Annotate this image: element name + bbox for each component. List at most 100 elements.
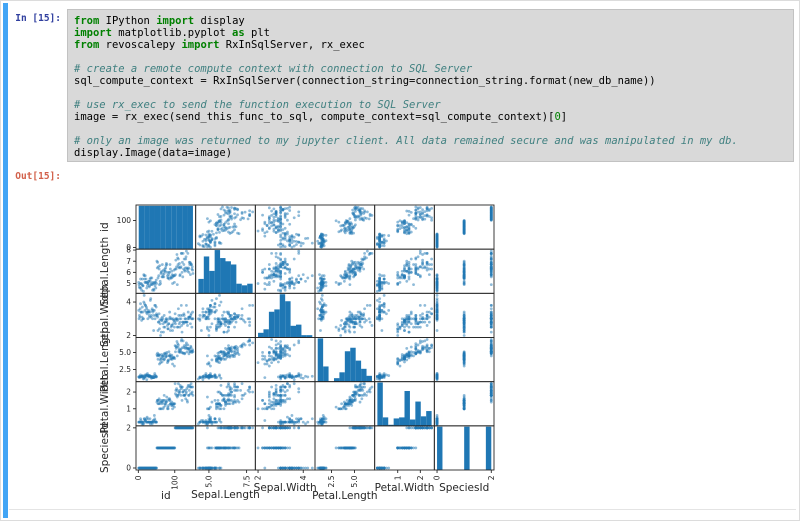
y-axis-label-sepal_width: Sepal.Width [99, 284, 111, 347]
y-tick-label: 6 [126, 268, 131, 277]
hist-bar [203, 256, 210, 294]
code-line: # use rx_exec to send the function execu… [74, 99, 787, 111]
y-axis-label-sepal_length: Sepal.Length [99, 237, 111, 306]
hist-bar [420, 416, 427, 426]
code-token-kw: import [156, 15, 195, 27]
y-tick-label: 2 [126, 388, 131, 397]
x-axis-label-sepal_length: Sepal.Length [191, 489, 260, 501]
y-tick-label: 2.5 [119, 365, 131, 374]
y-axis-label-petal_width: Petal.Width [99, 374, 111, 434]
hist-bar [149, 205, 155, 250]
hist-bar [393, 418, 400, 426]
hist-bar [366, 375, 372, 382]
output-plot: 0 100 0 100 5.0 7.5 5 6 7 8 2 4 2 4 2.5 5.0 2.5 5.0 1 2 1 2 0 2… [96, 191, 511, 511]
y-tick-label: 100 [117, 216, 132, 225]
y-axis-label-petal_length: Petal.Length [99, 327, 111, 392]
code-token-pl: plt [244, 27, 270, 39]
x-tick-label: 100 [170, 475, 179, 490]
hist-bar [263, 329, 269, 338]
hist-bar [154, 205, 161, 250]
scatter-points [137, 205, 493, 470]
hist-bar [404, 390, 410, 426]
diagonal-histograms [138, 205, 492, 470]
code-token-pl: display [194, 15, 245, 27]
x-tick-label: 4 [299, 475, 308, 480]
x-tick-label: 2 [254, 475, 263, 480]
hist-bar [415, 401, 421, 426]
hist-bar [171, 205, 177, 250]
x-axis-label-petal_length: Petal.Length [312, 490, 377, 502]
hist-bar [339, 372, 345, 382]
code-token-kw: from [74, 39, 100, 51]
code-token-cm: # use rx_exec to send the function execu… [74, 99, 441, 111]
y-tick-label: 5 [126, 279, 131, 288]
scatter-matrix-figure: 0 100 0 100 5.0 7.5 5 6 7 8 2 4 2 4 2.5 5.0 2.5 5.0 1 2 1 2 0 2… [99, 204, 496, 502]
y-tick-label: 0 [126, 243, 131, 252]
code-token-cm: # create a remote compute context with c… [74, 63, 473, 75]
hist-bar [176, 205, 183, 250]
hist-bar [290, 325, 297, 338]
hist-bar [350, 347, 356, 382]
code-token-kw: as [232, 27, 245, 39]
code-token-pl: sql_compute_context = RxInSqlServer(conn… [74, 75, 656, 87]
axis-ticks: 0 100 0 100 5.0 7.5 5 6 7 8 2 4 2 4 2.5 5.0 2.5 5.0 1 2 1 2 0 2… [117, 216, 496, 490]
x-tick-label: 5.0 [350, 475, 359, 487]
code-line: sql_compute_context = RxInSqlServer(conn… [74, 75, 787, 87]
x-tick-label: 0 [433, 475, 442, 480]
code-cell-input[interactable]: from IPython import display import matplo… [67, 9, 794, 162]
hist-bar [377, 382, 383, 426]
hist-bar [388, 424, 394, 426]
selected-cell-indicator [3, 3, 8, 518]
x-axis-label-species_id: SpeciesId [439, 482, 489, 494]
hist-bar [333, 378, 340, 382]
hist-bar [268, 311, 275, 338]
hist-bar [144, 205, 150, 250]
hist-bar [464, 426, 470, 470]
code-line: from IPython import display [74, 15, 787, 27]
code-token-kw: from [74, 15, 100, 27]
y-tick-label: 2 [126, 331, 131, 340]
code-token-pl: revoscalepy [99, 39, 182, 51]
y-tick-label: 4 [126, 298, 131, 307]
hist-bar [274, 309, 280, 338]
hist-bar [214, 250, 221, 294]
x-tick-label: 2 [487, 475, 496, 480]
y-tick-label: 1 [126, 404, 131, 413]
hist-bar [236, 283, 242, 294]
x-tick-label: 1 [393, 475, 402, 480]
code-line [74, 123, 787, 135]
x-tick-label: 7.5 [242, 475, 251, 487]
hist-bar [296, 324, 302, 338]
code-line: from revoscalepy import RxInSqlServer, r… [74, 39, 787, 51]
hist-bar [323, 366, 329, 382]
hist-bar [247, 283, 253, 294]
hist-bar [409, 419, 416, 426]
x-axis-label-id: id [161, 490, 171, 502]
code-token-pl: display.Image(data=image) [74, 147, 233, 159]
hist-bar [209, 270, 215, 294]
hist-bar [220, 258, 226, 294]
code-line: display.Image(data=image) [74, 147, 787, 159]
hist-bar [301, 335, 307, 338]
hist-bar [182, 205, 188, 250]
code-token-pl: RxInSqlServer, rx_exec [219, 39, 365, 51]
y-tick-label: 7 [126, 257, 131, 266]
code-token-pl: IPython [99, 15, 157, 27]
output-prompt: Out[15]: [15, 171, 61, 182]
code-token-cm: # only an image was returned to my jupyt… [74, 135, 738, 147]
hist-bar [344, 351, 351, 382]
y-tick-label: 8 [126, 246, 131, 255]
y-tick-label: 0 [126, 464, 131, 473]
axis-labels: ididSepal.LengthSepal.LengthSepal.WidthS… [99, 222, 489, 502]
code-token-pl: image = rx_exec(send_this_func_to_sql, c… [74, 111, 555, 123]
hist-bar [485, 426, 492, 470]
code-token-nm: 0 [554, 111, 561, 123]
hist-bar [317, 338, 324, 382]
hist-bar [187, 205, 193, 250]
hist-bar [426, 411, 432, 426]
x-axis-label-sepal_width: Sepal.Width [254, 482, 317, 494]
hist-bar [361, 368, 367, 382]
input-prompt: In [15]: [15, 13, 61, 24]
x-tick-label: 5.0 [205, 475, 214, 487]
